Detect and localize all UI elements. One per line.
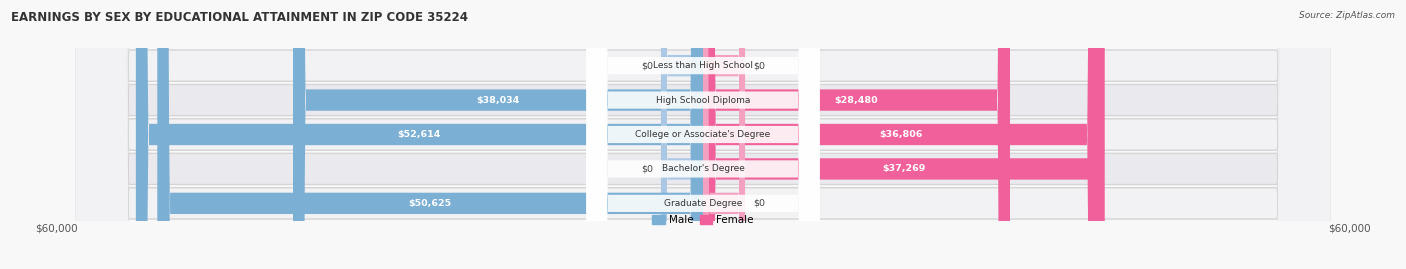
- FancyBboxPatch shape: [76, 0, 1330, 269]
- FancyBboxPatch shape: [76, 0, 1330, 269]
- FancyBboxPatch shape: [661, 0, 703, 269]
- FancyBboxPatch shape: [292, 0, 703, 269]
- Text: Graduate Degree: Graduate Degree: [664, 199, 742, 208]
- FancyBboxPatch shape: [703, 0, 1105, 269]
- FancyBboxPatch shape: [76, 0, 1330, 269]
- Text: $0: $0: [641, 61, 654, 70]
- Text: $50,625: $50,625: [409, 199, 451, 208]
- FancyBboxPatch shape: [703, 0, 745, 269]
- FancyBboxPatch shape: [586, 0, 820, 269]
- FancyBboxPatch shape: [703, 0, 1099, 269]
- Text: $28,480: $28,480: [835, 95, 879, 105]
- Text: $0: $0: [641, 164, 654, 174]
- Text: Bachelor's Degree: Bachelor's Degree: [662, 164, 744, 174]
- FancyBboxPatch shape: [586, 0, 820, 269]
- Text: $52,614: $52,614: [398, 130, 441, 139]
- FancyBboxPatch shape: [586, 0, 820, 269]
- Text: $0: $0: [752, 199, 765, 208]
- FancyBboxPatch shape: [703, 0, 1010, 269]
- FancyBboxPatch shape: [76, 0, 1330, 269]
- Text: High School Diploma: High School Diploma: [655, 95, 751, 105]
- FancyBboxPatch shape: [157, 0, 703, 269]
- Text: College or Associate's Degree: College or Associate's Degree: [636, 130, 770, 139]
- FancyBboxPatch shape: [586, 0, 820, 269]
- Text: Less than High School: Less than High School: [652, 61, 754, 70]
- FancyBboxPatch shape: [76, 0, 1330, 269]
- FancyBboxPatch shape: [76, 0, 1330, 269]
- FancyBboxPatch shape: [76, 0, 1330, 269]
- FancyBboxPatch shape: [76, 0, 1330, 269]
- Text: $36,806: $36,806: [880, 130, 924, 139]
- FancyBboxPatch shape: [586, 0, 820, 269]
- FancyBboxPatch shape: [661, 0, 703, 269]
- FancyBboxPatch shape: [703, 0, 745, 269]
- Text: $38,034: $38,034: [477, 95, 520, 105]
- Text: $37,269: $37,269: [882, 164, 925, 174]
- FancyBboxPatch shape: [76, 0, 1330, 269]
- Text: $0: $0: [752, 61, 765, 70]
- Legend: Male, Female: Male, Female: [648, 211, 758, 229]
- Text: EARNINGS BY SEX BY EDUCATIONAL ATTAINMENT IN ZIP CODE 35224: EARNINGS BY SEX BY EDUCATIONAL ATTAINMEN…: [11, 11, 468, 24]
- FancyBboxPatch shape: [136, 0, 703, 269]
- FancyBboxPatch shape: [76, 0, 1330, 269]
- Text: Source: ZipAtlas.com: Source: ZipAtlas.com: [1299, 11, 1395, 20]
